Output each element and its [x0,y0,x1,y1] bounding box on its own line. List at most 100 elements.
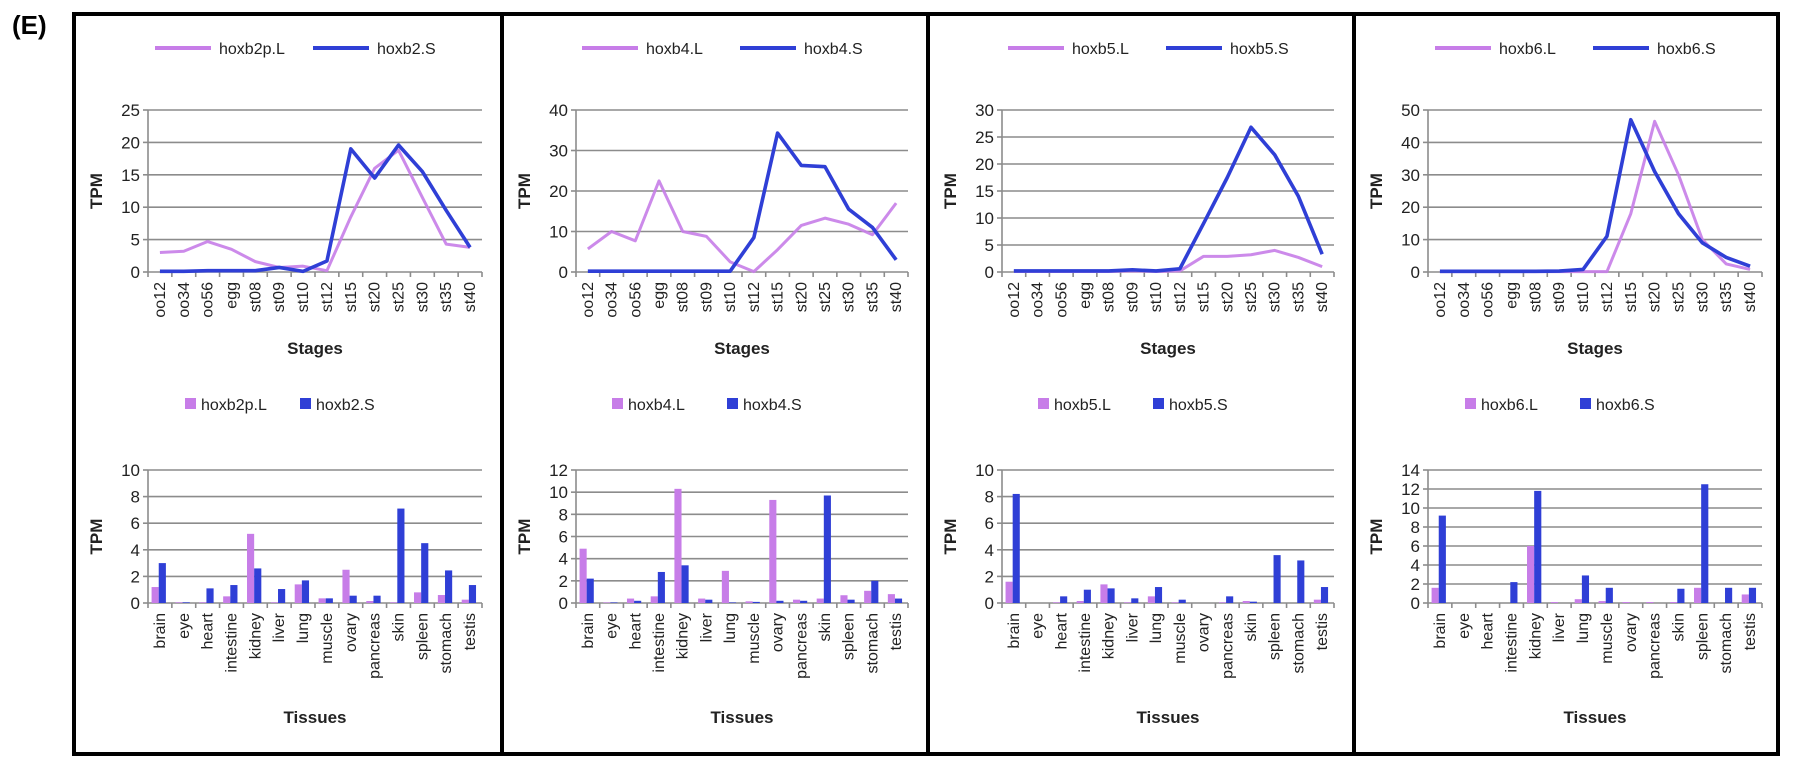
bar-S-ovary [776,600,784,603]
x-tick-label: st10 [1148,282,1165,312]
y-tick-label: 8 [1411,518,1420,537]
y-tick-label: 30 [549,142,568,161]
x-tick-label: st08 [247,282,264,312]
bar-L-liver [270,602,279,603]
y-tick-label: 50 [1401,101,1420,120]
x-tick-label: skin [817,613,834,641]
x-tick-label: egg [224,282,241,309]
x-tick-label: st20 [1647,282,1664,312]
bar-S-heart [634,600,642,603]
y-tick-label: 10 [549,483,568,502]
y-tick-label: 2 [559,572,568,591]
legend-label: hoxb5.L [1072,41,1129,58]
bar-S-testis [468,585,477,603]
y-axis-title: TPM [515,519,534,555]
bar-S-liver [278,589,286,603]
y-axis-title: TPM [1367,173,1386,209]
x-axis-title: Tissues [710,708,773,727]
x-tick-label: oo56 [200,282,217,318]
x-tick-label: oo56 [1053,282,1070,318]
x-tick-label: st30 [841,282,858,312]
x-tick-label: st08 [1101,282,1118,312]
x-tick-label: oo12 [152,282,169,318]
bar-L-intestine [650,596,658,603]
x-tick-label: oo12 [1432,282,1449,318]
bar-L-ovary [342,569,350,603]
y-tick-label: 10 [975,461,994,480]
bar-L-heart [626,598,635,603]
y-tick-label: 14 [1401,461,1420,480]
bar-L-stomach [437,595,446,603]
legend-label: hoxb2p.L [219,41,285,58]
x-tick-label: spleen [1694,613,1711,660]
y-tick-label: 0 [131,263,140,282]
bar-L-lung [721,570,729,603]
x-tick-label: st30 [414,282,431,312]
bar-L-liver [1124,602,1132,603]
x-tick-label: brain [580,613,597,649]
x-tick-label: pancreas [1647,613,1664,679]
bar-L-testis [461,599,469,603]
x-tick-label: kidney [675,613,692,659]
x-tick-label: st35 [438,282,455,312]
x-axis-title: Stages [1140,339,1196,358]
legend: hoxb6.L hoxb6.S [1465,397,1655,414]
legend-swatch-S [1153,398,1164,409]
legend: hoxb2p.L hoxb2.S [185,397,375,414]
panel-hoxb2: hoxb2p.L hoxb2.S 0 5 10 15 20 25 oo12 oo34 oo56 egg… [76,16,500,752]
bar-L-ovary [1622,602,1630,603]
bar-L-skin [816,598,824,603]
bar-S-lung [728,602,737,603]
legend-label: hoxb4.L [646,41,703,58]
bar-S-brain [158,563,166,603]
bar-S-intestine [230,585,238,603]
line-chart-hoxb6: hoxb6.L hoxb6.S 0 10 20 30 40 50 oo12 oo34 oo56 egg… [1367,41,1763,358]
legend-swatch-L [1465,398,1476,409]
x-tick-label: testis [1314,613,1331,650]
bar-S-kidney [1107,588,1115,603]
x-tick-label: oo56 [627,282,644,318]
bar-L-brain [1005,581,1013,603]
x-tick-label: st40 [1314,282,1331,312]
bar-S-ovary [349,595,357,603]
x-tick-label: liver [271,612,288,642]
x-tick-label: eye [1456,613,1473,639]
x-tick-label: egg [1077,282,1094,309]
legend-label: hoxb2.S [316,397,375,414]
x-tick-label: liver [698,612,715,642]
bar-L-pancreas [366,601,374,603]
legend-label: hoxb6.S [1657,41,1716,58]
bar-S-liver [1131,598,1139,603]
y-tick-label: 30 [975,101,994,120]
y-tick-label: 20 [975,155,994,174]
bar-L-testis [1313,599,1321,603]
bar-L-brain [579,548,587,603]
legend-label: hoxb6.S [1596,397,1655,414]
x-tick-label: st12 [319,282,336,312]
y-tick-label: 10 [1401,499,1420,518]
bar-L-spleen [414,592,422,603]
y-tick-label: 40 [1401,133,1420,152]
x-tick-label: testis [1742,613,1759,650]
y-tick-label: 25 [121,101,140,120]
x-tick-label: st10 [1575,282,1592,312]
bar-S-pancreas [373,595,381,603]
bar-L-testis [1741,594,1749,603]
x-tick-label: oo12 [580,282,597,318]
x-tick-label: st35 [1718,282,1735,312]
x-tick-label: heart [1053,612,1070,649]
figure-frame: hoxb2p.L hoxb2.S 0 5 10 15 20 25 oo12 oo34 oo56 egg… [72,12,1780,756]
x-tick-label: ovary [343,613,360,652]
bar-L-heart [1052,602,1061,603]
x-tick-label: lung [295,613,312,643]
x-tick-label: st09 [271,282,288,312]
x-tick-label: liver [1124,612,1141,642]
bar-S-eye [610,602,618,603]
x-tick-label: eye [1030,613,1047,639]
y-tick-label: 2 [131,567,140,586]
x-tick-label: ovary [1196,613,1213,652]
bar-S-eye [182,602,190,603]
bar-L-liver [698,598,706,603]
line-chart-hoxb2: hoxb2p.L hoxb2.S 0 5 10 15 20 25 oo12 oo34 oo56 egg… [87,41,483,358]
